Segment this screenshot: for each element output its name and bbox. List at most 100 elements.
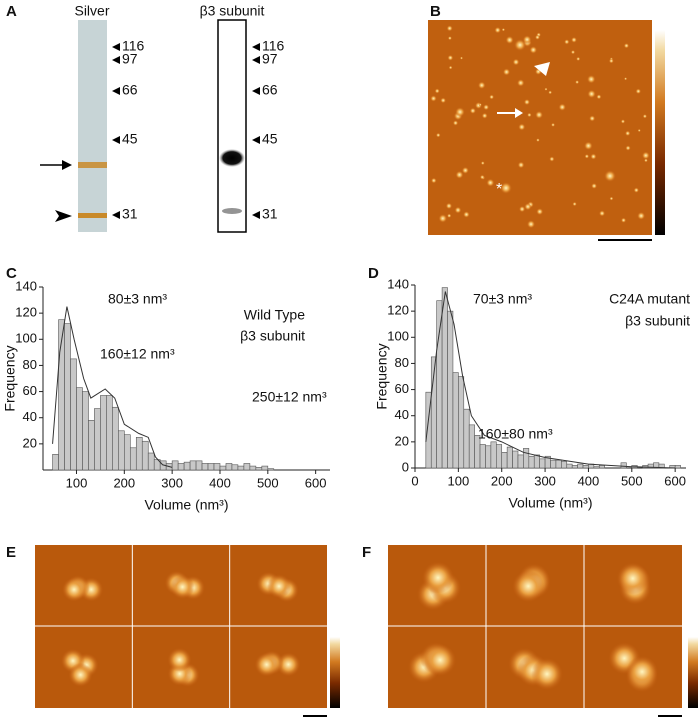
afm-particle [501, 28, 506, 32]
bar [219, 465, 227, 471]
bar [82, 391, 89, 471]
x-tick-label: 400 [209, 475, 231, 490]
afm-particle [267, 574, 292, 599]
marker-label: 97 [122, 51, 138, 67]
bar [539, 458, 546, 469]
afm-particle [548, 90, 553, 95]
bar [106, 395, 113, 471]
afm-particle [527, 112, 532, 118]
marker-label: 45 [122, 131, 138, 147]
asterisk-marker: * [496, 181, 502, 198]
afm-particle [589, 115, 596, 122]
afm-particle [558, 103, 567, 111]
x-tick-label: 200 [491, 473, 513, 488]
bar [501, 452, 508, 469]
bar [620, 462, 627, 469]
bar [88, 420, 95, 471]
bar [441, 287, 448, 469]
afm-particle [530, 657, 563, 690]
afm-particle [534, 34, 541, 40]
annotation: 80±3 nm³ [108, 291, 167, 307]
afm-particle [440, 97, 447, 104]
marker-label: 116 [262, 38, 285, 54]
bar [201, 463, 209, 471]
x-tick-label: 0 [411, 473, 418, 488]
x-tick-label: 300 [161, 475, 183, 490]
bar [436, 300, 443, 469]
afm-particle [167, 647, 192, 672]
afm-particle [564, 39, 570, 45]
afm-particle [518, 123, 526, 131]
afm-particle [448, 65, 453, 70]
y-tick-label: 20 [23, 435, 37, 450]
marker-arrow [112, 87, 120, 95]
afm-particle [430, 177, 437, 184]
bar [237, 465, 245, 471]
marker-label: 66 [262, 82, 278, 98]
bar [207, 463, 215, 471]
bar [512, 450, 519, 469]
y-tick-label: 100 [387, 329, 409, 344]
bar [582, 465, 589, 469]
afm-particle [641, 151, 650, 160]
marker-arrow [112, 43, 120, 51]
afm-particle [572, 201, 577, 207]
panel-label: A [6, 3, 17, 20]
afm-particle [623, 42, 630, 49]
afm-particle [586, 74, 596, 84]
y-tick-label: 20 [395, 433, 409, 448]
bar [183, 461, 191, 471]
afm-particle [516, 79, 525, 87]
afm-particle [590, 153, 597, 160]
marker-arrow [112, 211, 120, 219]
bar [561, 461, 568, 469]
afm-particle [529, 46, 538, 54]
afm-particle [624, 77, 628, 81]
afm-particle [460, 56, 464, 60]
afm-particle [447, 36, 452, 41]
bar [674, 465, 681, 469]
afm-particle [536, 208, 544, 216]
marker-arrow [252, 136, 260, 144]
afm-particle [633, 187, 640, 193]
x-tick-label: 500 [621, 473, 643, 488]
y-tick-label: 80 [23, 357, 37, 372]
y-tick-label: 120 [387, 303, 409, 318]
afm-particle [518, 205, 526, 213]
colorbar [655, 30, 665, 235]
arrowhead [55, 210, 72, 222]
afm-particle [512, 570, 545, 603]
afm-particle [494, 26, 501, 34]
bar [70, 358, 77, 471]
afm-particle [438, 213, 448, 223]
afm-particle [609, 196, 614, 201]
y-tick-label: 140 [15, 278, 37, 293]
annotation: 160±12 nm³ [100, 346, 175, 362]
bar [189, 460, 197, 471]
x-axis-label: Volume (nm³) [508, 495, 592, 511]
afm-particle [523, 98, 531, 106]
y-axis-label: Frequency [2, 345, 18, 411]
arrow-head [62, 160, 72, 170]
x-tick-label: 100 [66, 475, 88, 490]
annotation: 70±3 nm³ [473, 291, 532, 307]
afm-particle [480, 161, 485, 166]
bar [100, 395, 107, 471]
x-tick-label: 300 [534, 473, 556, 488]
afm-particle [604, 170, 616, 182]
y-tick-label: 100 [15, 331, 37, 346]
marker-label: 45 [262, 131, 278, 147]
bar [490, 441, 497, 469]
bar [495, 444, 503, 469]
bar [468, 424, 475, 469]
afm-particle [455, 107, 465, 117]
fit-curve [52, 306, 173, 468]
x-tick-label: 400 [578, 473, 600, 488]
afm-particle [514, 39, 526, 51]
afm-particle [512, 58, 520, 66]
afm-particle [524, 202, 532, 211]
y-tick-label: 140 [387, 276, 409, 291]
afm-particle [591, 182, 598, 189]
afm-particle [576, 56, 581, 61]
